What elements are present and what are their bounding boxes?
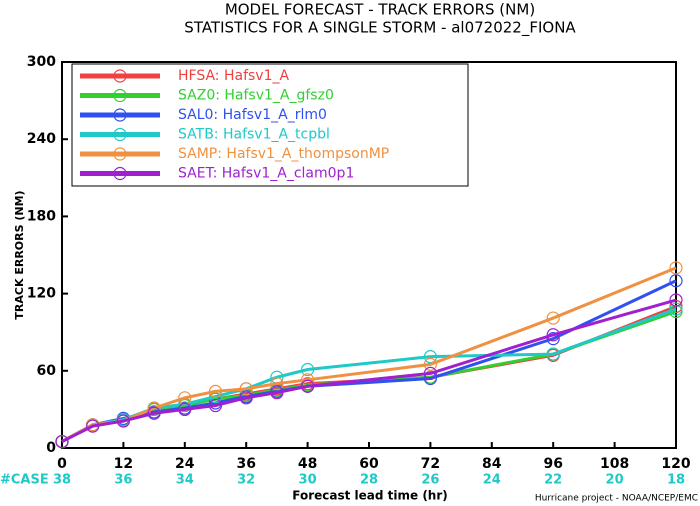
case-count: 26 <box>421 473 439 488</box>
data-point <box>270 386 284 400</box>
legend-marker <box>113 127 127 142</box>
x-tick-label: 36 <box>236 456 255 472</box>
case-count: 24 <box>483 473 501 488</box>
case-count: 34 <box>176 473 194 488</box>
x-tick-label: 108 <box>600 456 629 472</box>
x-tick-label: 84 <box>482 456 502 472</box>
legend-marker <box>113 166 127 181</box>
data-point <box>301 379 315 393</box>
case-count: 22 <box>544 473 562 488</box>
data-point <box>669 274 683 288</box>
x-axis-label: Forecast lead time (hr) <box>292 489 448 503</box>
chart-subtitle: STATISTICS FOR A SINGLE STORM - al072022… <box>184 19 576 38</box>
data-point <box>546 311 560 325</box>
chart-title: MODEL FORECAST - TRACK ERRORS (NM) <box>225 1 535 19</box>
y-tick-label: 120 <box>27 286 56 302</box>
data-point <box>423 366 437 380</box>
legend-label: SAET: Hafsv1_A_clam0p1 <box>178 166 354 182</box>
case-count: 18 <box>667 473 685 488</box>
legend-marker <box>113 88 127 103</box>
data-point <box>208 398 223 413</box>
y-tick-label: 300 <box>27 54 56 70</box>
legend-label: SATB: Hafsv1_A_tcpbl <box>178 127 330 143</box>
legend-label: SAL0: Hafsv1_A_rlm0 <box>178 107 327 123</box>
case-count: 20 <box>606 473 624 488</box>
y-tick-label: 180 <box>27 208 56 224</box>
case-count: 36 <box>114 473 132 488</box>
data-point <box>669 261 683 275</box>
legend-label: SAMP: Hafsv1_A_thompsonMP <box>178 146 389 162</box>
data-point <box>116 414 131 428</box>
y-tick-label: 0 <box>46 440 56 456</box>
data-point <box>423 350 437 364</box>
x-tick-label: 48 <box>298 456 317 472</box>
legend-marker <box>113 69 127 83</box>
series-line <box>61 298 677 443</box>
data-point <box>546 332 560 346</box>
legend-box <box>71 63 469 187</box>
data-point <box>178 402 192 416</box>
case-label: #CASE <box>0 473 49 488</box>
data-point <box>86 419 100 433</box>
y-tick-label: 60 <box>37 363 57 379</box>
data-point <box>423 357 437 371</box>
data-point <box>239 382 253 396</box>
data-point <box>208 384 223 398</box>
case-count: 32 <box>237 473 255 488</box>
data-point <box>147 406 161 420</box>
legend-marker <box>113 147 127 161</box>
series-line <box>61 310 677 443</box>
x-tick-label: 12 <box>114 456 133 472</box>
data-point <box>669 302 683 316</box>
data-point <box>55 434 69 449</box>
y-tick-label: 240 <box>27 131 56 147</box>
legend-label: HFSA: Hafsv1_A <box>178 68 290 84</box>
x-tick-label: 0 <box>57 456 67 472</box>
data-point <box>270 377 284 391</box>
series-line <box>61 307 677 443</box>
x-tick-label: 96 <box>543 456 562 472</box>
case-count: 38 <box>53 473 71 488</box>
data-point <box>669 293 683 307</box>
x-tick-label: 24 <box>175 456 195 472</box>
case-count: 30 <box>299 473 317 488</box>
x-tick-label: 60 <box>359 456 379 472</box>
data-point <box>301 362 315 377</box>
footer: Hurricane project - NOAA/NCEP/EMC <box>535 494 698 504</box>
x-tick-label: 72 <box>421 456 440 472</box>
data-point <box>546 347 560 361</box>
x-tick-label: 120 <box>661 456 690 472</box>
y-axis-label: TRACK ERRORS (NM) <box>13 190 26 319</box>
legend-label: SAZ0: Hafsv1_A_gfsz0 <box>178 88 334 104</box>
legend-marker <box>113 108 127 122</box>
data-point <box>546 328 560 342</box>
data-point <box>239 391 253 405</box>
case-count: 28 <box>360 473 378 488</box>
